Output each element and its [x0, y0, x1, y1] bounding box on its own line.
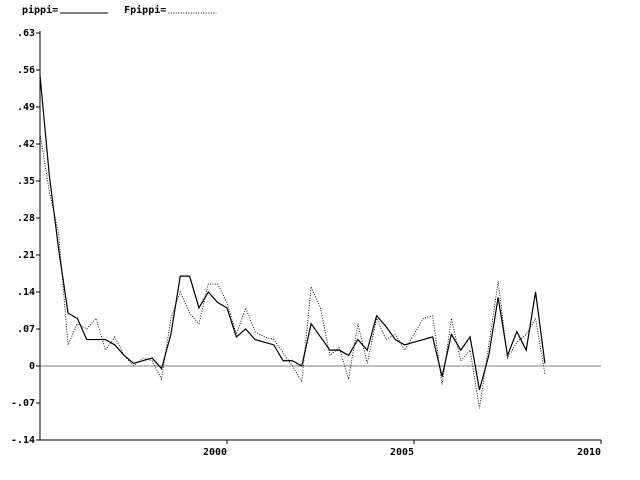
x-tick-label: 2005 [390, 447, 414, 458]
y-tick-label: .35 [17, 176, 35, 187]
y-tick-label: -.14 [11, 435, 35, 446]
legend-label: Fpippi= [124, 4, 166, 16]
x-tick-label: 2010 [577, 447, 601, 458]
y-tick-label: .14 [17, 287, 35, 298]
y-tick-label: .21 [17, 250, 35, 261]
legend-label: pippi= [22, 4, 58, 16]
x-tick-label: 2000 [203, 447, 227, 458]
y-tick-label: 0 [29, 361, 35, 372]
y-tick-label: .49 [17, 102, 35, 113]
y-tick-label: .28 [17, 213, 35, 224]
y-tick-label: -.07 [11, 398, 35, 409]
y-tick-label: .63 [17, 28, 35, 39]
y-tick-label: .07 [17, 324, 35, 335]
series-line [39, 133, 546, 409]
series-line [39, 75, 546, 390]
y-tick-label: .56 [17, 65, 35, 76]
y-tick-label: .42 [17, 139, 35, 150]
